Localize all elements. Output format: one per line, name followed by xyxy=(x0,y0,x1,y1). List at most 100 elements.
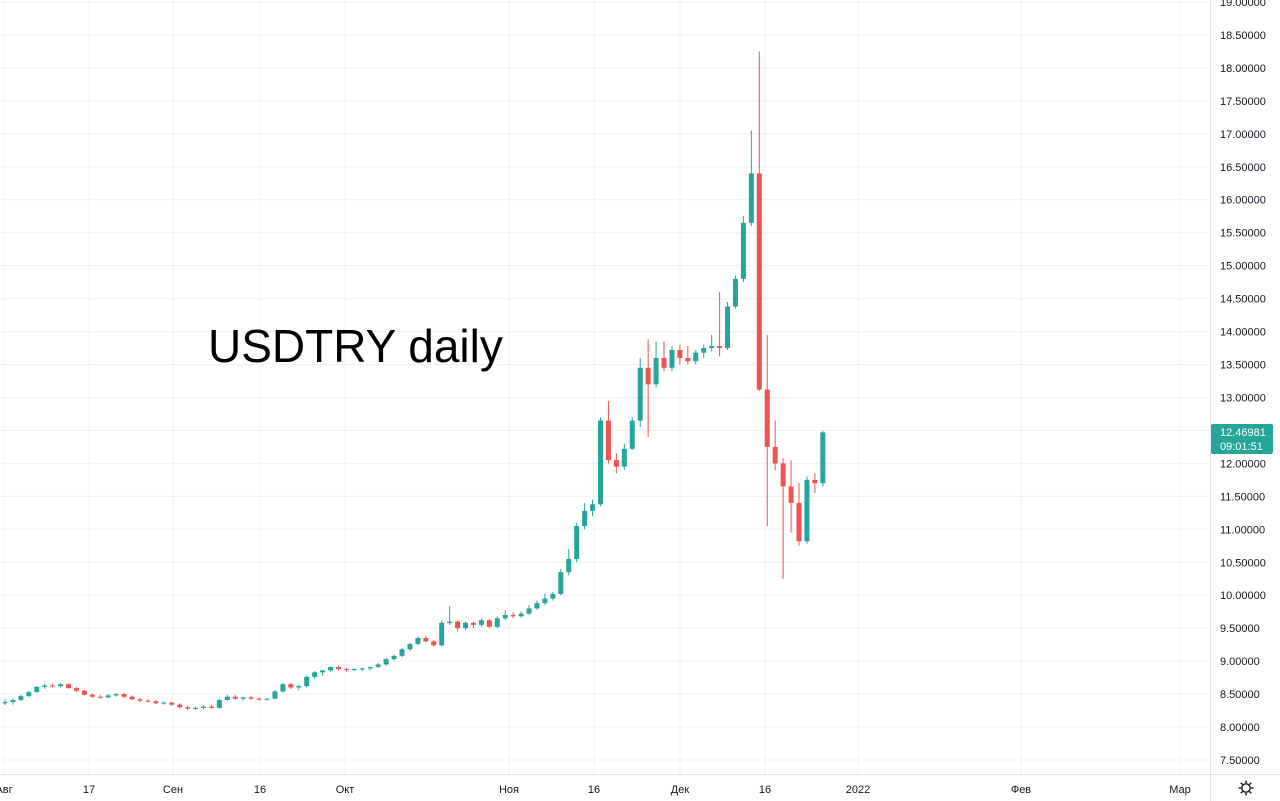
candle-body xyxy=(598,420,603,505)
candle xyxy=(232,694,238,701)
candle-body xyxy=(613,460,619,467)
candle-body xyxy=(66,684,72,689)
candle xyxy=(740,216,746,283)
candle-body xyxy=(669,350,675,368)
candle xyxy=(407,642,413,652)
candle-body xyxy=(113,694,119,696)
candle-body xyxy=(709,346,715,349)
candle xyxy=(129,695,135,701)
candle xyxy=(137,698,143,702)
candle-body xyxy=(653,357,659,385)
candle xyxy=(240,696,246,701)
x-tick-label: Авг xyxy=(0,784,13,796)
candle-body xyxy=(296,686,302,688)
candle-body xyxy=(463,622,469,629)
candle xyxy=(605,400,611,464)
candle xyxy=(375,663,381,668)
y-tick-label: 8.50000 xyxy=(1220,689,1260,701)
candle xyxy=(796,483,802,546)
candle-body xyxy=(359,668,365,670)
candle-body xyxy=(280,684,286,692)
candle-body xyxy=(518,613,524,617)
candle-body xyxy=(177,704,183,708)
candle xyxy=(756,51,762,391)
candle xyxy=(780,458,786,579)
candle xyxy=(161,701,167,705)
candle-body xyxy=(42,685,48,687)
candle xyxy=(201,705,206,710)
candle-body xyxy=(256,698,262,700)
y-tick-label: 13.50000 xyxy=(1220,360,1266,372)
candle xyxy=(812,473,818,494)
y-tick-label: 9.50000 xyxy=(1220,623,1260,635)
candle-body xyxy=(105,695,111,698)
candle-body xyxy=(637,367,643,421)
candle-body xyxy=(272,691,278,699)
price-axis[interactable]: 19.00000 18.50000 18.00000 17.50000 17.00000… xyxy=(1220,0,1266,767)
candle xyxy=(193,706,199,710)
candle-body xyxy=(407,643,413,650)
candle-body xyxy=(375,664,381,668)
y-tick-label: 10.50000 xyxy=(1220,557,1266,569)
candle xyxy=(383,657,389,666)
candle xyxy=(264,698,270,701)
gear-icon xyxy=(1238,780,1254,796)
y-tick-label: 14.50000 xyxy=(1220,294,1266,306)
candle xyxy=(423,636,429,643)
candle-body xyxy=(129,696,135,700)
candle-body xyxy=(81,690,87,695)
candle-body xyxy=(502,614,508,619)
candle-body xyxy=(510,614,516,617)
candle-body xyxy=(748,173,754,223)
candle xyxy=(709,334,715,352)
last-price-value: 12.46981 xyxy=(1220,427,1266,439)
candle-body xyxy=(590,504,596,511)
candle-body xyxy=(582,510,588,527)
candle xyxy=(304,675,310,688)
candle-body xyxy=(169,702,175,705)
candle xyxy=(820,430,826,487)
last-price-label: 12.46981 09:01:51 xyxy=(1211,424,1273,454)
candle-body xyxy=(121,694,127,697)
candle-body xyxy=(216,700,222,708)
candle xyxy=(566,549,572,576)
candle-body xyxy=(153,701,159,704)
candle xyxy=(455,620,461,632)
candle-body xyxy=(605,420,611,461)
candle xyxy=(486,618,492,629)
candle xyxy=(26,690,32,698)
candle xyxy=(574,522,580,563)
y-tick-label: 15.50000 xyxy=(1220,228,1266,240)
candle-body xyxy=(661,357,667,368)
candle xyxy=(725,301,731,351)
candle xyxy=(772,420,778,470)
x-tick-label: 16 xyxy=(254,784,266,796)
candle-body xyxy=(201,706,206,708)
candle xyxy=(550,591,556,601)
candle xyxy=(97,694,103,699)
candle xyxy=(296,684,302,691)
candle xyxy=(145,698,151,703)
candle xyxy=(367,666,373,671)
x-tick-label: 2022 xyxy=(846,784,870,796)
x-tick-label: Дек xyxy=(671,784,690,796)
candle-body xyxy=(542,598,548,604)
candle xyxy=(185,705,191,710)
candle xyxy=(645,339,651,438)
x-tick-label: Ноя xyxy=(499,784,519,796)
candle-body xyxy=(34,686,40,693)
candle xyxy=(478,618,484,627)
candle-body xyxy=(50,685,56,687)
candle-body xyxy=(312,672,318,677)
time-axis[interactable]: Авг 17 Сен 16 Окт Ноя 16 Дек 16 2022 Фев Мар xyxy=(0,784,1191,796)
candle-body xyxy=(486,620,492,627)
candle xyxy=(272,690,278,700)
chart-settings-button[interactable] xyxy=(1238,780,1254,796)
candle-body xyxy=(335,667,341,670)
candle xyxy=(177,703,183,709)
y-tick-label: 14.00000 xyxy=(1220,327,1266,339)
y-tick-label: 16.50000 xyxy=(1220,162,1266,174)
y-tick-label: 15.00000 xyxy=(1220,261,1266,273)
plot-background xyxy=(0,0,1210,774)
